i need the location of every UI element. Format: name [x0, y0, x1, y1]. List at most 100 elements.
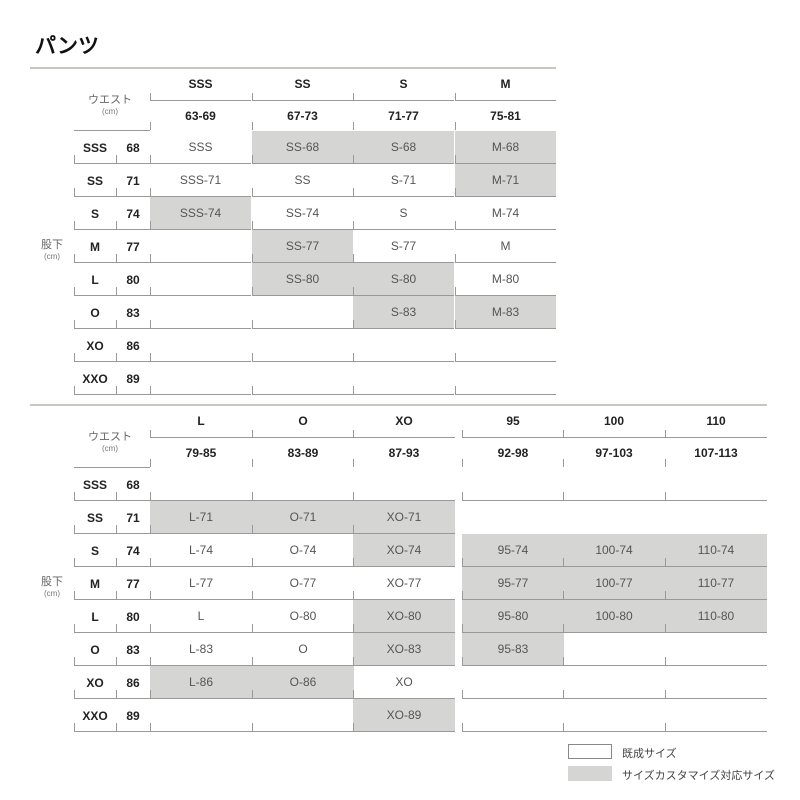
tick — [455, 93, 456, 101]
tick — [462, 657, 463, 665]
row-rule — [150, 262, 251, 263]
row-rule — [353, 394, 454, 395]
row-length-label: 83 — [126, 305, 140, 320]
row-rule — [665, 665, 767, 666]
tick — [74, 723, 75, 731]
header-rule — [253, 437, 354, 438]
row-length-label: 74 — [126, 206, 140, 221]
row-rule — [252, 229, 353, 230]
row-rule — [462, 665, 564, 666]
legend-custom-label: サイズカスタマイズ対応サイズ — [622, 770, 776, 782]
row-rule — [665, 566, 767, 567]
size-cell — [563, 666, 665, 698]
row-rule — [74, 361, 150, 362]
tick — [353, 155, 354, 163]
column-range-header: 63-69 — [185, 108, 216, 123]
tick — [563, 558, 564, 566]
row-rule — [252, 328, 353, 329]
tick — [563, 657, 564, 665]
row-rule — [150, 698, 252, 699]
size-cell: XO-89 — [353, 699, 455, 731]
row-rule — [74, 500, 150, 501]
tick — [74, 624, 75, 632]
tick — [150, 353, 151, 361]
tick — [150, 591, 151, 599]
tick — [665, 690, 666, 698]
tick — [462, 624, 463, 632]
tick — [353, 287, 354, 295]
row-rule — [252, 361, 353, 362]
row-rule — [462, 599, 564, 600]
column-range-header: 79-85 — [185, 445, 217, 460]
row-rule — [252, 665, 354, 666]
tick — [150, 624, 151, 632]
size-cell: SS — [294, 173, 311, 187]
row-rule — [563, 632, 665, 633]
tick — [563, 690, 564, 698]
size-cell: M-83 — [455, 296, 556, 328]
size-cell — [252, 296, 353, 328]
tick — [74, 591, 75, 599]
tick — [252, 492, 253, 500]
tick — [150, 430, 151, 438]
row-rule — [455, 328, 556, 329]
tick — [150, 221, 151, 229]
row-length-label: 86 — [126, 338, 140, 353]
tick — [116, 221, 117, 229]
row-size-label: M — [90, 576, 100, 591]
row-rule — [563, 731, 665, 732]
row-rule — [74, 632, 150, 633]
tick — [252, 525, 253, 533]
row-rule — [150, 328, 251, 329]
row-rule — [455, 295, 556, 296]
tick — [353, 188, 354, 196]
size-cell: M-71 — [455, 164, 556, 196]
tick — [150, 287, 151, 295]
row-rule — [74, 665, 150, 666]
row-rule — [353, 229, 454, 230]
tick — [252, 591, 253, 599]
size-cell: S — [399, 206, 408, 220]
tick — [74, 287, 75, 295]
row-rule — [74, 731, 150, 732]
tick — [74, 690, 75, 698]
row-rule — [74, 394, 150, 395]
tick — [353, 525, 354, 533]
column-size-header: SS — [294, 77, 311, 91]
tick — [563, 723, 564, 731]
row-rule — [353, 533, 455, 534]
tick — [150, 492, 151, 500]
tick — [150, 459, 151, 467]
tick — [252, 254, 253, 262]
tick — [665, 492, 666, 500]
column-range-header: 107-113 — [694, 445, 738, 460]
row-rule — [150, 361, 251, 362]
row-length-label: 89 — [126, 371, 140, 386]
row-rule — [150, 295, 251, 296]
inseam-label: 股下 (cm) — [34, 236, 70, 261]
row-length-label: 89 — [126, 708, 140, 723]
tick — [462, 558, 463, 566]
size-cell: 95-77 — [462, 567, 564, 599]
tick — [455, 221, 456, 229]
waist-label-text: ウエスト — [88, 94, 132, 106]
size-cell — [462, 501, 564, 533]
size-cell: O — [298, 642, 308, 656]
size-cell — [150, 329, 251, 361]
tick — [252, 657, 253, 665]
size-cell: O-71 — [252, 501, 354, 533]
row-length-label: 74 — [126, 543, 140, 558]
tick — [252, 122, 253, 130]
tick — [665, 723, 666, 731]
tick — [74, 353, 75, 361]
row-rule — [74, 566, 150, 567]
size-cell: 100-74 — [563, 534, 665, 566]
row-rule — [74, 533, 150, 534]
size-cell — [150, 699, 252, 731]
tick — [353, 93, 354, 101]
tick — [116, 624, 117, 632]
inseam-label-text: 股下 — [41, 239, 63, 251]
tick — [252, 188, 253, 196]
size-cell: S-71 — [390, 173, 417, 187]
row-rule — [150, 394, 251, 395]
